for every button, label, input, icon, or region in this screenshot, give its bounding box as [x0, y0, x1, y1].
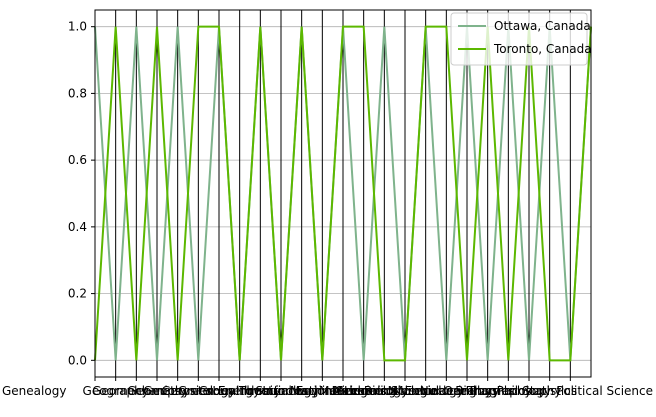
x-tick-label: Philosophy [497, 384, 562, 398]
x-tick-label: Green Energy [178, 384, 260, 398]
x-tick-label: Immunology [244, 384, 319, 398]
x-tick-label: Pharmacology [466, 384, 551, 398]
x-tick-label: Materials Science [332, 384, 437, 398]
x-tick-label: Oceanography [444, 384, 532, 398]
x-tick-label: Gerontology [161, 384, 235, 398]
y-tick-label: 1.0 [68, 20, 87, 34]
x-tick-label: Geomechanics [92, 384, 180, 398]
x-tick-label: Geometry [127, 384, 187, 398]
legend-label-toronto: Toronto, Canada [493, 42, 592, 56]
x-tick-label: Genealogy [2, 384, 66, 398]
vertical-markers [115, 10, 571, 377]
x-tick-label: Geophysics [143, 384, 212, 398]
y-tick-label: 0.6 [68, 153, 87, 167]
x-tick-label: Microbiology [388, 384, 464, 398]
y-tick-label: 0.2 [68, 287, 87, 301]
y-axis: 0.0 0.2 0.4 0.6 0.8 1.0 [68, 20, 95, 367]
y-tick-label: 0.8 [68, 86, 87, 100]
series-line-toronto [94, 25, 592, 362]
x-tick-label: Nuclear Physics [420, 384, 514, 398]
x-tick-label: Geography [83, 384, 149, 398]
legend-label-ottawa: Ottawa, Canada [494, 19, 591, 33]
x-tick-label: Marine Biology [319, 384, 408, 398]
x-tick-label: Political Science [557, 384, 653, 398]
x-tick-label: Group Theory [199, 384, 281, 398]
x-tick-label: Machine Learning [290, 384, 396, 398]
x-tick-label: Health Sciences [212, 384, 308, 398]
x-tick-label: Mechanical Engineering [333, 384, 476, 398]
legend: Ottawa, Canada Toronto, Canada [450, 12, 592, 66]
x-tick-label: Information Science [262, 384, 382, 398]
x-axis: Genealogy GeographyGeomechanicsGeometryGe… [2, 377, 653, 398]
x-tick-label: Statistics [522, 384, 577, 398]
y-tick-label: 0.0 [68, 353, 87, 367]
y-tick-label: 0.4 [68, 220, 87, 234]
x-tick-label: Industrial Engineering [236, 384, 368, 398]
x-tick-label: Molecular Biology [393, 384, 499, 398]
